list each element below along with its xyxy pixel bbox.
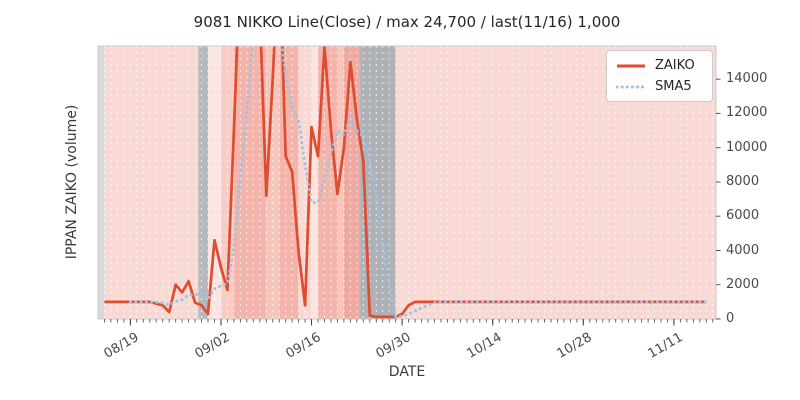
sma5-line — [128, 46, 708, 319]
y-tick-label: 8000 — [726, 174, 760, 189]
legend-label: SMA5 — [655, 79, 692, 94]
day-band — [318, 46, 338, 319]
legend: ZAIKO SMA5 — [606, 50, 713, 102]
legend-entry: ZAIKO — [616, 58, 703, 73]
y-tick-label: 4000 — [726, 242, 760, 258]
legend-entry: SMA5 — [616, 79, 703, 94]
chart-title: 9081 NIKKO Line(Close) / max 24,700 / la… — [193, 13, 621, 31]
day-band — [98, 46, 105, 319]
x-axis-label: DATE — [388, 364, 426, 380]
y-tick-label: 0 — [726, 311, 735, 326]
legend-label: ZAIKO — [655, 58, 695, 73]
day-band — [198, 46, 208, 319]
y-tick-label: 14000 — [726, 71, 768, 87]
day-band — [104, 46, 199, 319]
day-band — [311, 46, 318, 319]
legend-swatch-zaiko — [617, 64, 645, 67]
y-tick-label: 2000 — [726, 276, 760, 292]
day-band — [221, 46, 234, 319]
day-band — [360, 46, 396, 319]
legend-swatch-sma5 — [616, 85, 646, 88]
y-tick-label: 6000 — [726, 208, 760, 224]
y-tick-label: 10000 — [726, 139, 768, 155]
y-tick-label: 12000 — [726, 105, 768, 121]
y-axis-label: IPPAN ZAIKO (volume) — [64, 104, 80, 260]
day-band — [337, 46, 344, 319]
